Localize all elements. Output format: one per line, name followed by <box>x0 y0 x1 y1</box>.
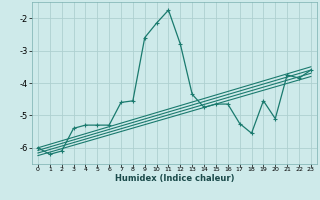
X-axis label: Humidex (Indice chaleur): Humidex (Indice chaleur) <box>115 174 234 183</box>
